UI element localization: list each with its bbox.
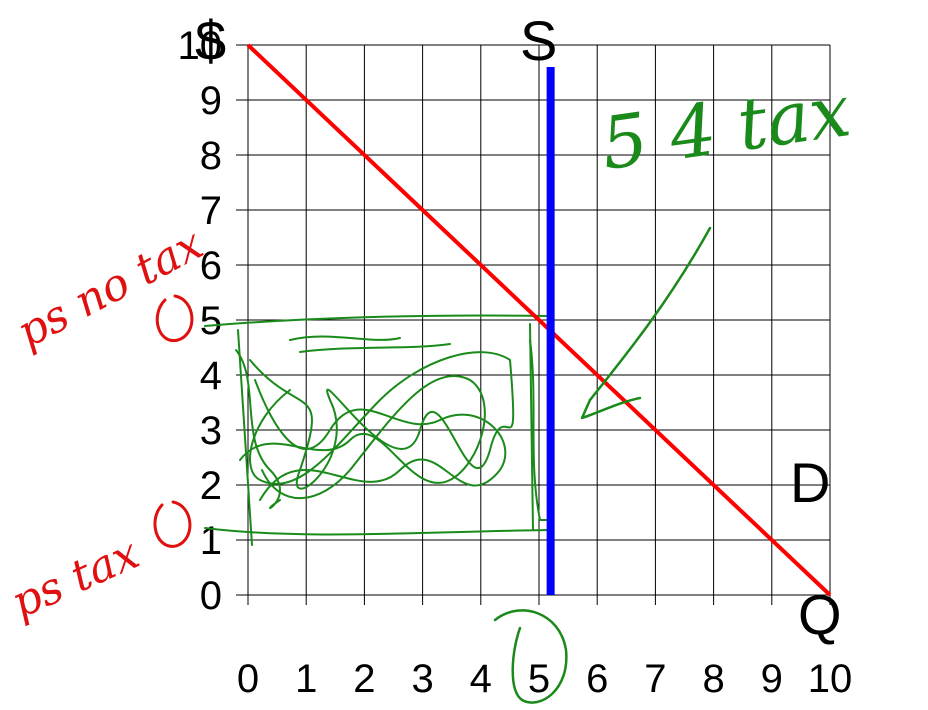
x-tick-label: 3 [411,657,433,701]
x-tick-label: 1 [295,657,317,701]
x-tick-label: 4 [470,657,492,701]
supply-label: S [520,9,557,72]
y-tick-label: 7 [200,189,222,233]
producer-surplus-scribble [204,314,549,546]
x-tick-label: 7 [644,657,666,701]
y-tick-label: 1 [200,519,222,563]
tax-note: 5 4 tax [596,68,855,186]
x-tick-label: 8 [702,657,724,701]
demand-line [246,43,832,597]
demand-label: D [790,451,830,514]
y-tick-label: 6 [200,244,222,288]
x-tick-label: 9 [761,657,783,701]
green-arrow [580,226,712,420]
y-tick-label: 4 [200,354,222,398]
y-tick-label: 5 [200,299,222,343]
x-axis-label: Q [798,583,842,646]
y-tick-label: 9 [200,79,222,123]
x-tick-label: 2 [353,657,375,701]
y-tick-label: 8 [200,134,222,178]
y-tick-label: 10 [178,24,223,68]
red-annotations: ps no tax ps tax [4,218,212,629]
ps-tax-note: ps tax [4,528,147,629]
y-tick-label: 0 [200,574,222,618]
x-tick-label: 0 [237,657,259,701]
y-tick-label: 3 [200,409,222,453]
red-circles [153,294,194,548]
x-tick-label: 5 [528,657,550,701]
y-axis-label: $ [195,9,226,72]
y-tick-label: 2 [200,464,222,508]
green-circle-5 [493,609,568,704]
x-tick-labels: 0 1 2 3 4 5 6 7 8 9 10 [237,657,852,701]
x-tick-label: 6 [586,657,608,701]
x-tick-label: 10 [808,657,853,701]
